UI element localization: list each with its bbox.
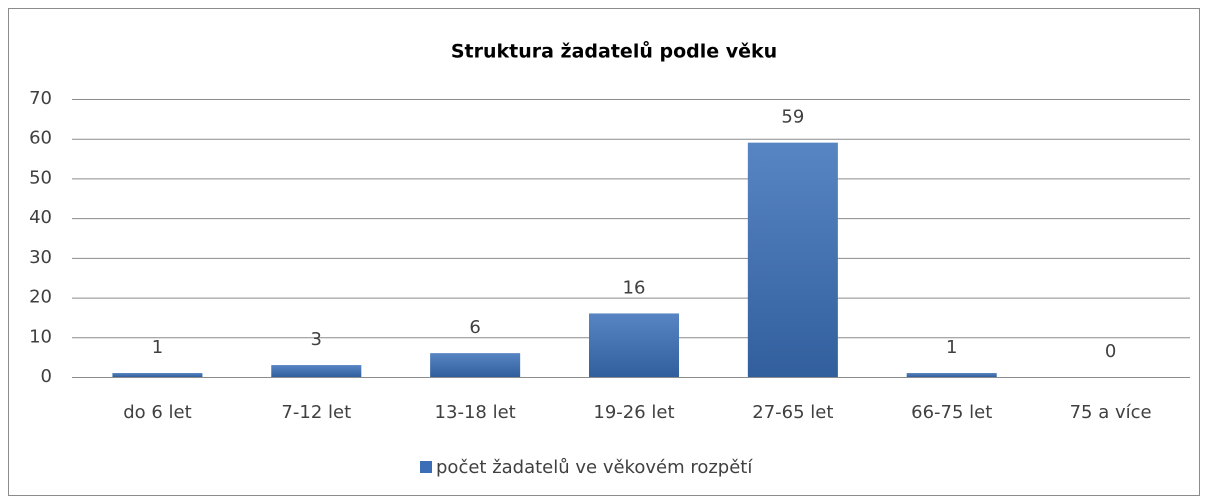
data-label: 59 <box>781 107 804 128</box>
bar-shade <box>430 353 521 377</box>
y-tick-label: 0 <box>41 366 52 387</box>
x-tick-label: 27-65 let <box>752 402 833 423</box>
y-tick-label: 60 <box>29 128 52 149</box>
x-tick-label: 7-12 let <box>281 402 351 423</box>
x-tick-label: 75 a více <box>1070 402 1152 423</box>
y-tick-label: 10 <box>29 326 52 347</box>
legend-swatch <box>420 461 432 473</box>
x-tick-label: 13-18 let <box>435 402 516 423</box>
y-tick-label: 50 <box>29 167 52 188</box>
data-label: 16 <box>623 277 646 298</box>
bar-shade <box>589 313 679 377</box>
bar-shade <box>271 365 362 377</box>
bar-shade <box>112 373 203 377</box>
bar-shade <box>906 373 997 377</box>
y-tick-label: 30 <box>29 247 52 268</box>
y-tick-label: 20 <box>29 287 52 308</box>
chart-border <box>8 8 1200 496</box>
data-label: 1 <box>152 337 163 358</box>
data-label: 1 <box>946 337 957 358</box>
legend-label: počet žadatelů ve věkovém rozpětí <box>436 457 753 478</box>
data-label: 0 <box>1105 341 1116 362</box>
x-tick-label: 66-75 let <box>911 402 992 423</box>
chart-title: Struktura žadatelů podle věku <box>451 40 777 63</box>
data-label: 3 <box>311 329 322 350</box>
y-tick-label: 70 <box>29 88 52 109</box>
bar-shade <box>747 142 838 377</box>
data-label: 6 <box>469 317 480 338</box>
x-tick-label: 19-26 let <box>593 402 674 423</box>
y-tick-label: 40 <box>29 207 52 228</box>
x-tick-label: do 6 let <box>123 402 191 423</box>
